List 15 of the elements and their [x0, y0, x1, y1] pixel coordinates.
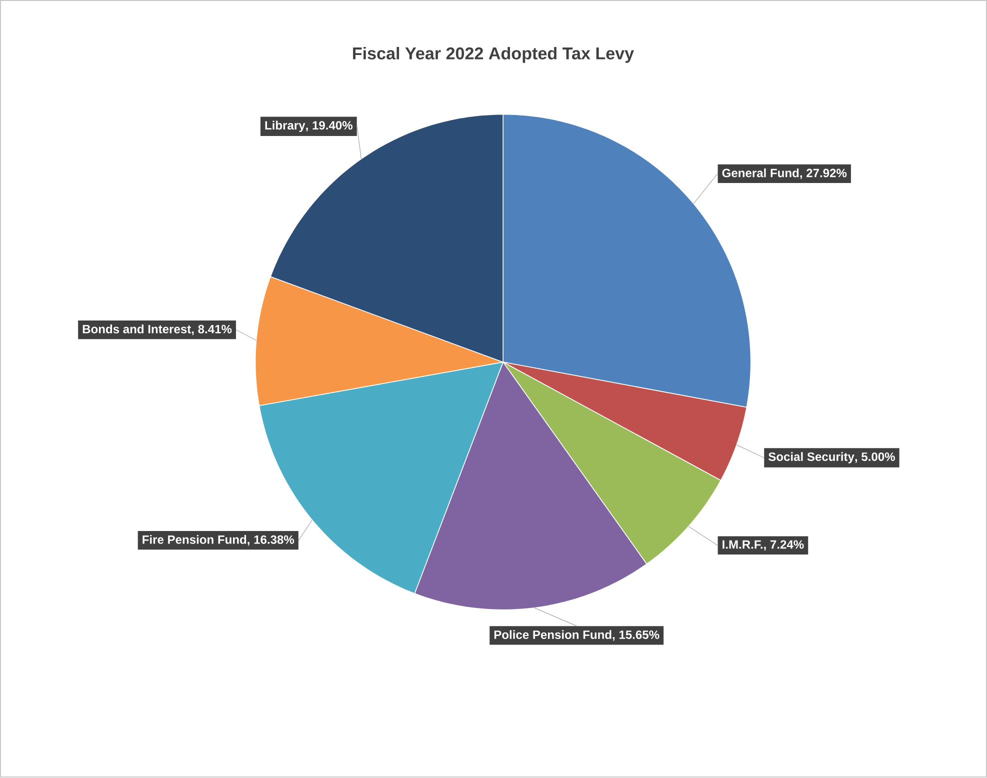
chart-title: Fiscal Year 2022 Adopted Tax Levy — [353, 47, 634, 64]
data-label: , 5.00% — [855, 452, 895, 463]
data-label: , 19.40% — [306, 121, 352, 132]
data-label: , 15.65% — [612, 630, 660, 641]
slice-label: I.M.R.F. — [722, 540, 762, 549]
data-label: , 16.38% — [248, 536, 294, 546]
slice-label: General Fund — [722, 168, 799, 178]
slice-label: Social Security — [768, 452, 854, 464]
slice-label: Library — [265, 121, 306, 132]
data-label: , 27.92% — [800, 169, 847, 180]
slice-label: Police Pension Fund — [494, 630, 612, 640]
data-label: , 7.24% — [764, 540, 804, 551]
data-label: , 8.41% — [192, 325, 232, 336]
slice-label: Fire Pension Fund — [142, 535, 246, 544]
slice-label: Bonds and Interest — [82, 324, 191, 334]
